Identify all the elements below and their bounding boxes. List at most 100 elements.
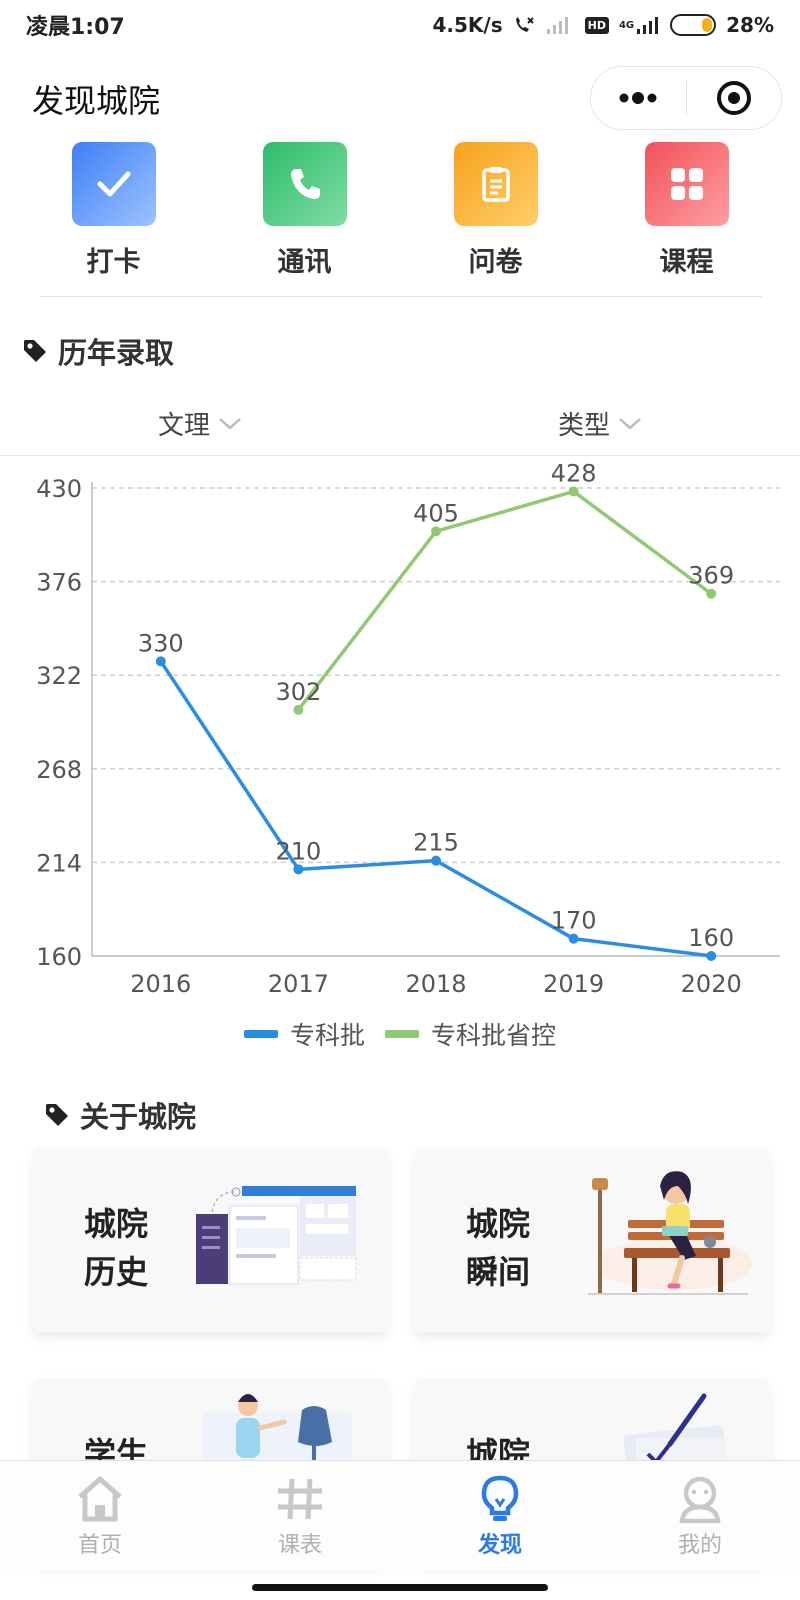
chart-filters: 文理 类型	[0, 392, 800, 456]
network-speed: 4.5K/s	[432, 13, 503, 37]
user-icon	[679, 1476, 721, 1523]
signal-4g-icon: 4G	[619, 15, 660, 35]
data-point	[706, 951, 717, 961]
data-label: 428	[551, 459, 597, 487]
y-tick-label: 322	[36, 662, 82, 690]
battery-icon	[670, 14, 717, 36]
data-label: 302	[275, 678, 321, 706]
check-icon	[71, 142, 156, 226]
quick-action-survey[interactable]: 问卷	[426, 142, 566, 282]
battery-percent: 28%	[726, 13, 774, 37]
grid-icon	[644, 142, 729, 226]
data-label: 405	[413, 499, 459, 527]
quick-action-contacts[interactable]: 通讯	[235, 142, 375, 282]
reading-girl-illustration-icon	[588, 1171, 752, 1295]
x-tick-label: 2016	[130, 970, 191, 998]
x-tick-label: 2019	[543, 970, 604, 998]
data-point	[293, 864, 304, 875]
series-line-2	[297, 489, 713, 711]
miniprogram-capsule	[590, 66, 782, 130]
admission-chart: 430 376 322 268 214 160 2016 2017 2018 2019 2020 33…	[0, 456, 800, 1056]
wifi-calling-icon	[513, 15, 535, 35]
hash-icon	[278, 1478, 322, 1520]
y-tick-label: 376	[36, 569, 82, 597]
quick-actions: 打卡 通讯 问卷 课程	[0, 142, 800, 282]
x-tick-label: 2020	[681, 970, 742, 998]
data-point	[568, 933, 579, 944]
card-moments[interactable]: 城院瞬间	[414, 1148, 770, 1332]
tab-timetable[interactable]: 课表	[200, 1461, 400, 1570]
series-line-1	[159, 660, 712, 958]
quick-action-label: 课程	[659, 247, 714, 278]
tab-profile[interactable]: 我的	[600, 1461, 800, 1570]
legend-item-series-2[interactable]: 专科批省控	[385, 1016, 556, 1052]
chart-legend: 专科批 专科批省控	[0, 1016, 800, 1052]
status-time: 凌晨1:07	[26, 15, 125, 40]
clipboard-icon	[453, 142, 538, 226]
tab-label: 我的	[677, 1533, 722, 1558]
home-indicator	[252, 1584, 548, 1591]
x-tick-label: 2017	[268, 970, 329, 998]
tab-home[interactable]: 首页	[0, 1461, 200, 1570]
battery-level	[701, 18, 713, 32]
target-icon	[716, 81, 751, 115]
data-point	[431, 855, 441, 866]
line-chart: 430 376 322 268 214 160 2016 2017 2018 2019 2020 33…	[36, 459, 780, 998]
card-title: 城院瞬间	[466, 1205, 531, 1291]
y-tick-label: 268	[36, 756, 82, 784]
quick-action-label: 打卡	[86, 247, 141, 278]
y-tick-label: 160	[36, 943, 82, 971]
close-miniprogram-button[interactable]	[687, 67, 782, 129]
legend-swatch	[243, 1030, 278, 1038]
data-point	[706, 588, 717, 599]
net-type: 4G	[618, 19, 635, 31]
data-point	[431, 526, 441, 537]
capsule-divider	[685, 81, 687, 115]
quick-action-courses[interactable]: 课程	[617, 142, 757, 282]
card-title: 城院历史	[84, 1205, 149, 1291]
more-dots-icon	[619, 92, 657, 104]
admission-section-header: 历年录取	[22, 330, 174, 372]
quick-action-label: 问卷	[468, 247, 523, 278]
tag-icon	[24, 340, 46, 362]
data-label: 210	[275, 837, 321, 865]
section-title: 关于城院	[80, 1100, 197, 1134]
chevron-down-icon	[619, 417, 641, 430]
section-title: 历年录取	[58, 336, 175, 370]
data-point	[568, 486, 579, 497]
page-title: 发现城院	[32, 82, 161, 120]
quick-action-checkin[interactable]: 打卡	[44, 142, 184, 282]
tab-label: 首页	[77, 1533, 122, 1558]
status-bar: 凌晨1:07 4.5K/s HD 4G 28%	[0, 0, 800, 50]
tab-bar: 首页 课表 发现 我的	[0, 1460, 800, 1570]
signal-weak-icon	[545, 15, 575, 35]
legend-label: 专科批	[289, 1021, 365, 1050]
title-bar: 发现城院	[0, 62, 800, 134]
quick-action-label: 通讯	[277, 247, 332, 278]
phone-icon	[262, 142, 347, 226]
x-tick-label: 2018	[405, 970, 466, 998]
tag-icon	[46, 1104, 68, 1126]
filter-subject-dropdown[interactable]: 文理	[0, 392, 400, 455]
data-label: 330	[138, 629, 184, 657]
legend-item-series-1[interactable]: 专科批	[243, 1016, 365, 1052]
tab-discover[interactable]: 发现	[400, 1461, 600, 1570]
card-history[interactable]: 城院历史	[32, 1148, 388, 1332]
tailor-illustration-icon	[202, 1394, 352, 1482]
legend-label: 专科批省控	[431, 1021, 557, 1050]
about-section-header: 关于城院	[44, 1094, 196, 1136]
data-label: 215	[413, 829, 459, 857]
filter-type-dropdown[interactable]: 类型	[400, 392, 800, 455]
y-tick-label: 214	[36, 849, 82, 877]
chevron-down-icon	[219, 417, 241, 430]
lightbulb-icon	[481, 1475, 519, 1521]
home-icon	[78, 1476, 122, 1522]
data-point	[155, 656, 166, 667]
more-button[interactable]	[591, 67, 686, 129]
data-label: 160	[688, 924, 734, 952]
dashboard-illustration-icon	[196, 1186, 357, 1285]
tab-label: 发现	[477, 1533, 522, 1558]
divider	[40, 296, 762, 297]
data-label: 369	[688, 562, 734, 590]
y-tick-label: 430	[36, 475, 82, 503]
